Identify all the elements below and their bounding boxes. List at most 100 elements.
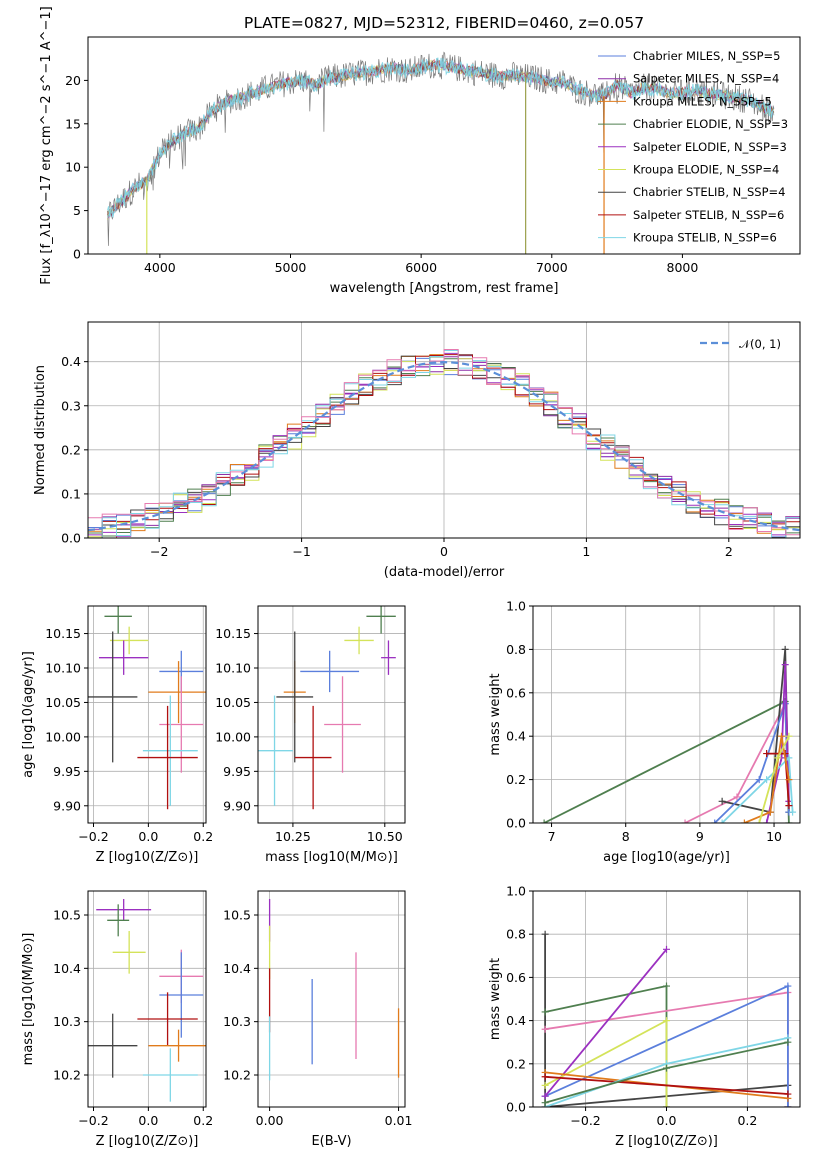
weight-point-marker: [663, 1064, 670, 1072]
x-tick-label: −1: [292, 544, 310, 559]
weight-point-marker: [718, 797, 726, 805]
x-tick-label: −0.2: [570, 1113, 600, 1128]
legend-label: Kroupa MILES, N_SSP=5: [633, 94, 772, 108]
x-tick-label: 0.00: [256, 1113, 284, 1128]
weight-point-marker: [763, 750, 771, 758]
x-tick-label: 0.0: [138, 829, 158, 844]
weight-series-line: [744, 736, 790, 823]
weight-series-line: [545, 1075, 788, 1095]
axes-frame: [87, 605, 207, 824]
weight-point-marker: [663, 1017, 670, 1025]
x-tick-label: 0.2: [193, 829, 213, 844]
y-axis-label: mass weight: [488, 958, 503, 1040]
y-tick-label: 10.05: [45, 695, 81, 710]
x-axis-label: Z [log10(Z/Z⊙)]: [96, 850, 199, 865]
y-tick-label: 20: [65, 73, 81, 88]
weight-point-marker: [663, 982, 670, 990]
y-tick-label: 10.2: [223, 1068, 251, 1083]
x-tick-label: 0.0: [657, 1113, 677, 1128]
weight-point-marker: [733, 793, 741, 801]
y-tick-label: 9.95: [53, 764, 81, 779]
legend-label: Salpeter ELODIE, N_SSP=3: [633, 140, 787, 154]
y-tick-label: 10.2: [53, 1068, 81, 1083]
x-axis-label: age [log10(age/yr)]: [603, 850, 730, 865]
x-axis-label: mass [log10(M/M⊙)]: [265, 850, 398, 865]
weight-point-marker: [784, 982, 792, 990]
y-tick-label: 0.2: [506, 772, 526, 787]
weight-point-marker: [763, 819, 771, 823]
weight-point-marker: [785, 732, 793, 740]
y-tick-label: 10: [65, 160, 81, 175]
legend-label: Kroupa ELODIE, N_SSP=4: [633, 163, 779, 177]
y-tick-label: 0.2: [61, 442, 81, 457]
panel-spectrum: 4000 5000 6000 7000 8000 0 5 10 15 20 Chabrier MIL…: [39, 6, 801, 296]
x-tick-label: 1: [582, 544, 590, 559]
weight-point-marker: [541, 1025, 549, 1033]
weight-point-marker: [755, 776, 763, 784]
weight-point-marker: [541, 1008, 549, 1016]
y-axis-label: Flux [f_λ10^−17 erg cm^−2 s^−1 A^−1]: [39, 6, 54, 284]
weight-point-marker: [541, 1099, 549, 1107]
panel-age-vs-Z: −0.2 0.0 0.2 9.90 9.95 10.00 10.05 10.10 10.15 Z …: [21, 605, 213, 865]
y-tick-label: 10.4: [223, 961, 251, 976]
x-tick-label: 9: [696, 829, 704, 844]
weight-point-marker: [740, 819, 748, 823]
legend-label: Kroupa STELIB, N_SSP=6: [633, 231, 777, 245]
weight-point-marker: [785, 819, 793, 823]
x-tick-label: 0: [440, 544, 448, 559]
axes-frame: [87, 321, 801, 539]
y-tick-label: 0.0: [506, 816, 526, 831]
y-tick-label: 0.3: [61, 398, 81, 413]
legend-label: Chabrier STELIB, N_SSP=4: [633, 185, 785, 199]
x-tick-label: −2: [150, 544, 168, 559]
y-tick-label: 0.8: [506, 642, 526, 657]
panel-mass-vs-ebv: 0.00 0.01 10.2 10.3 10.4 10.5 E(B-V): [223, 890, 412, 1149]
weight-point-marker: [718, 819, 726, 823]
x-tick-label: −0.2: [78, 1113, 108, 1128]
y-tick-label: 0.4: [506, 1013, 526, 1028]
y-tick-label: 0.6: [506, 685, 526, 700]
x-tick-label: 7000: [536, 260, 568, 275]
y-axis-label: mass [log10(M/M⊙)]: [21, 933, 36, 1066]
axes-frame: [87, 890, 207, 1108]
weight-point-marker: [784, 1090, 792, 1098]
y-tick-label: 0.6: [506, 970, 526, 985]
weight-point-marker: [774, 754, 782, 762]
weight-point-marker: [541, 930, 549, 938]
axes-frame: [532, 605, 801, 824]
weight-point-marker: [663, 945, 670, 953]
weight-point-marker: [781, 645, 789, 653]
weight-point-marker: [540, 819, 548, 823]
x-tick-label: 10.25: [275, 829, 311, 844]
weight-point-marker: [789, 808, 797, 816]
x-tick-label: 10: [766, 829, 782, 844]
x-tick-label: 0.2: [193, 1113, 213, 1128]
y-tick-label: 0: [73, 247, 81, 262]
x-tick-label: −0.2: [78, 829, 108, 844]
x-tick-label: 10.50: [367, 829, 403, 844]
y-axis-label: age [log10(age/yr)]: [21, 651, 36, 778]
x-tick-label: 2: [725, 544, 733, 559]
y-tick-label: 10.4: [53, 961, 81, 976]
weight-point-marker: [541, 1073, 549, 1081]
weight-point-marker: [755, 819, 763, 823]
y-tick-label: 10.5: [53, 908, 81, 923]
y-tick-label: 10.05: [215, 695, 251, 710]
y-axis-label: mass weight: [488, 673, 503, 755]
weight-point-marker: [763, 776, 771, 784]
legend-label: Chabrier MILES, N_SSP=5: [633, 49, 780, 63]
axes-frame: [87, 36, 801, 255]
x-tick-label: 4000: [144, 260, 176, 275]
x-axis-label: Z [log10(Z/Z⊙)]: [615, 1134, 718, 1149]
weight-point-marker: [681, 819, 689, 823]
y-tick-label: 0.1: [61, 486, 81, 501]
histogram-step-line: [88, 355, 800, 538]
x-tick-label: 7: [548, 829, 556, 844]
weight-point-marker: [784, 1038, 792, 1046]
y-tick-label: 10.5: [223, 908, 251, 923]
panel-weight-vs-Z: −0.2 0.0 0.2 0.0 0.2 0.4 0.6 0.8 1.0 Z [log10(Z/Z…: [488, 884, 801, 1149]
weight-point-marker: [785, 776, 793, 784]
axes-frame: [257, 605, 406, 824]
